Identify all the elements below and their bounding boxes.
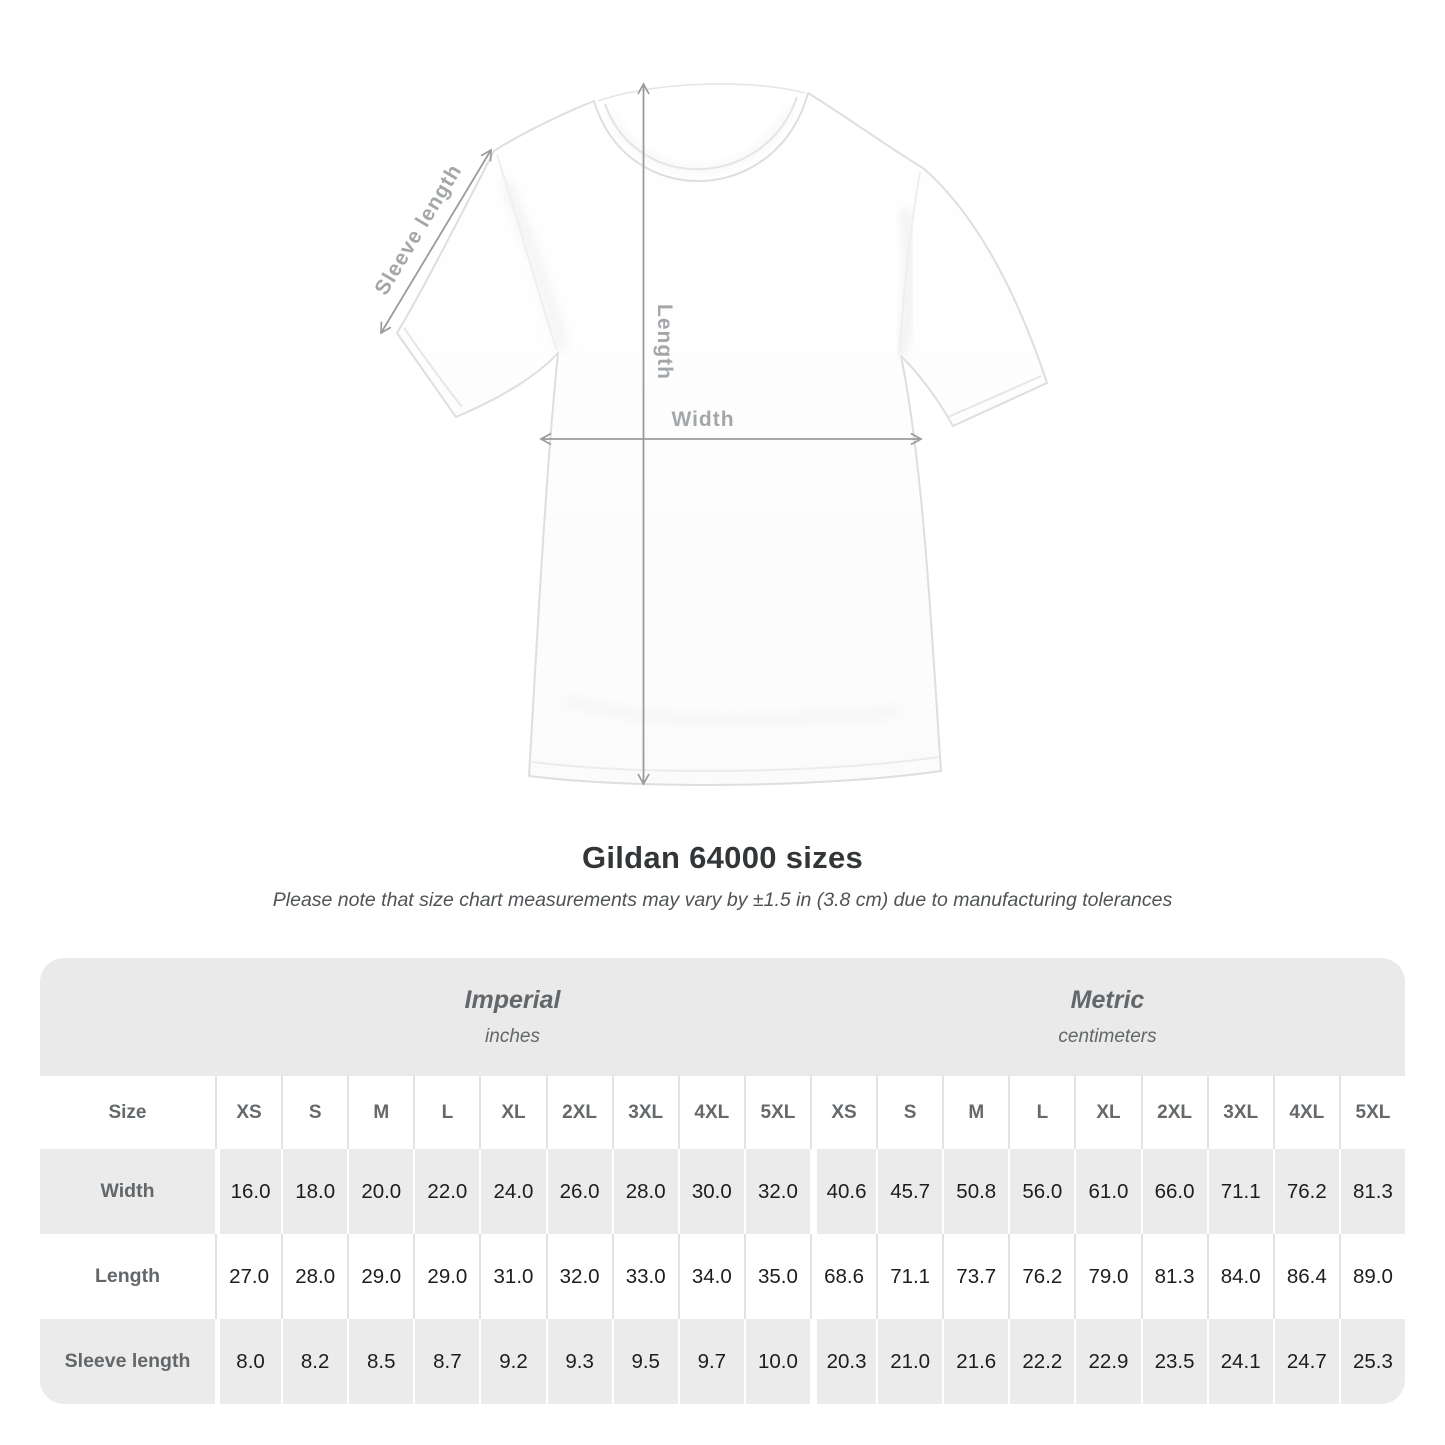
size-column-header: S <box>876 1076 943 1149</box>
metric-value-cell: 71.1 <box>876 1234 943 1319</box>
imperial-value-cell: 32.0 <box>545 1234 612 1319</box>
metric-section-header: Metric centimeters <box>809 958 1405 1076</box>
imperial-section-header: Imperial inches <box>215 958 810 1076</box>
size-column-header: L <box>413 1076 480 1149</box>
tshirt-image <box>396 83 1048 786</box>
metric-value-cell: 84.0 <box>1206 1234 1273 1319</box>
metric-value-cell: 56.0 <box>1008 1149 1075 1234</box>
imperial-value-cell: 28.0 <box>281 1234 348 1319</box>
imperial-value-cell: 22.0 <box>413 1149 480 1234</box>
table-row: Width 16.0 18.0 20.0 22.0 24.0 26.0 28.0 30.0 32.… <box>40 1149 1405 1234</box>
imperial-value-cell: 24.0 <box>479 1149 546 1234</box>
size-column-header: 2XL <box>1140 1076 1207 1149</box>
imperial-value-cell: 9.7 <box>677 1319 744 1404</box>
imperial-value-cell: 20.0 <box>347 1149 414 1234</box>
imperial-value-cell: 8.7 <box>413 1319 480 1404</box>
size-column-header: XL <box>479 1076 546 1149</box>
metric-value-cell: 66.0 <box>1140 1149 1207 1234</box>
imperial-value-cell: 29.0 <box>347 1234 414 1319</box>
metric-value-cell: 76.2 <box>1008 1234 1075 1319</box>
imperial-section-unit: inches <box>485 1026 540 1047</box>
metric-value-cell: 21.0 <box>876 1319 943 1404</box>
metric-value-cell: 61.0 <box>1074 1149 1141 1234</box>
metric-value-cell: 23.5 <box>1140 1319 1207 1404</box>
imperial-value-cell: 8.0 <box>215 1319 282 1404</box>
size-column-header: XS <box>215 1076 282 1149</box>
imperial-value-cell: 26.0 <box>545 1149 612 1234</box>
tolerance-note: Please note that size chart measurements… <box>272 889 1173 911</box>
metric-value-cell: 50.8 <box>942 1149 1009 1234</box>
tshirt-measure-diagram: Width Length Sleeve length <box>370 82 1048 786</box>
row-label: Sleeve length <box>40 1319 215 1404</box>
imperial-value-cell: 31.0 <box>479 1234 546 1319</box>
imperial-value-cell: 32.0 <box>743 1149 810 1234</box>
metric-section-title: Metric <box>1070 986 1145 1014</box>
metric-value-cell: 73.7 <box>942 1234 1009 1319</box>
metric-value-cell: 81.3 <box>1140 1234 1207 1319</box>
size-column-header: 5XL <box>743 1076 810 1149</box>
size-column-header: 4XL <box>677 1076 744 1149</box>
imperial-value-cell: 34.0 <box>677 1234 744 1319</box>
table-row: Length 27.0 28.0 29.0 29.0 31.0 32.0 33.0 34.0 35… <box>40 1234 1405 1319</box>
imperial-value-cell: 10.0 <box>743 1319 810 1404</box>
unit-band-row: Imperial inches Metric centimeters <box>40 958 1405 1076</box>
imperial-value-cell: 9.3 <box>545 1319 612 1404</box>
size-column-header: 2XL <box>545 1076 612 1149</box>
metric-value-cell: 81.3 <box>1338 1149 1405 1234</box>
size-chart-table: Imperial inches Metric centimeters Size … <box>40 958 1405 1404</box>
size-header-row: Size XS S M L XL 2XL 3XL 4XL 5XL XS S M L XL 2XL 3XL 4XL… <box>40 1076 1405 1149</box>
size-column-header: M <box>347 1076 414 1149</box>
size-column-header: 5XL <box>1338 1076 1405 1149</box>
table-row: Sleeve length 8.0 8.2 8.5 8.7 9.2 9.3 9.5 9.7 10.… <box>40 1319 1405 1404</box>
size-column-header: XL <box>1074 1076 1141 1149</box>
page-title: Gildan 64000 sizes <box>581 840 864 875</box>
metric-value-cell: 89.0 <box>1338 1234 1405 1319</box>
imperial-value-cell: 8.5 <box>347 1319 414 1404</box>
size-column-header: S <box>281 1076 348 1149</box>
row-label: Width <box>40 1149 215 1234</box>
band-corner-cell <box>40 958 215 1076</box>
size-column-header: 3XL <box>611 1076 678 1149</box>
metric-value-cell: 22.2 <box>1008 1319 1075 1404</box>
row-label: Length <box>40 1234 215 1319</box>
metric-value-cell: 76.2 <box>1272 1149 1339 1234</box>
imperial-value-cell: 35.0 <box>743 1234 810 1319</box>
title-block: Gildan 64000 sizes Please note that size… <box>0 840 1445 912</box>
metric-value-cell: 24.1 <box>1206 1319 1273 1404</box>
size-corner-label: Size <box>40 1076 215 1149</box>
metric-value-cell: 86.4 <box>1272 1234 1339 1319</box>
metric-value-cell: 71.1 <box>1206 1149 1273 1234</box>
metric-value-cell: 22.9 <box>1074 1319 1141 1404</box>
metric-value-cell: 25.3 <box>1338 1319 1405 1404</box>
size-column-header: 3XL <box>1206 1076 1273 1149</box>
metric-value-cell: 24.7 <box>1272 1319 1339 1404</box>
width-measure-label: Width <box>671 408 734 431</box>
imperial-value-cell: 33.0 <box>611 1234 678 1319</box>
sleeve-length-arrow <box>380 148 492 335</box>
imperial-section-title: Imperial <box>464 986 561 1014</box>
imperial-value-cell: 16.0 <box>215 1149 282 1234</box>
imperial-value-cell: 28.0 <box>611 1149 678 1234</box>
imperial-value-cell: 9.5 <box>611 1319 678 1404</box>
size-column-header: M <box>942 1076 1009 1149</box>
metric-value-cell: 79.0 <box>1074 1234 1141 1319</box>
imperial-value-cell: 9.2 <box>479 1319 546 1404</box>
size-column-header: 4XL <box>1272 1076 1339 1149</box>
size-column-header: XS <box>809 1076 877 1149</box>
imperial-value-cell: 29.0 <box>413 1234 480 1319</box>
metric-value-cell: 20.3 <box>809 1319 877 1404</box>
metric-value-cell: 21.6 <box>942 1319 1009 1404</box>
size-column-header: L <box>1008 1076 1075 1149</box>
imperial-value-cell: 8.2 <box>281 1319 348 1404</box>
imperial-value-cell: 30.0 <box>677 1149 744 1234</box>
metric-value-cell: 40.6 <box>809 1149 877 1234</box>
imperial-value-cell: 27.0 <box>215 1234 282 1319</box>
metric-value-cell: 68.6 <box>809 1234 877 1319</box>
metric-value-cell: 45.7 <box>876 1149 943 1234</box>
imperial-value-cell: 18.0 <box>281 1149 348 1234</box>
length-measure-label: Length <box>653 304 676 380</box>
metric-section-unit: centimeters <box>1058 1026 1157 1047</box>
